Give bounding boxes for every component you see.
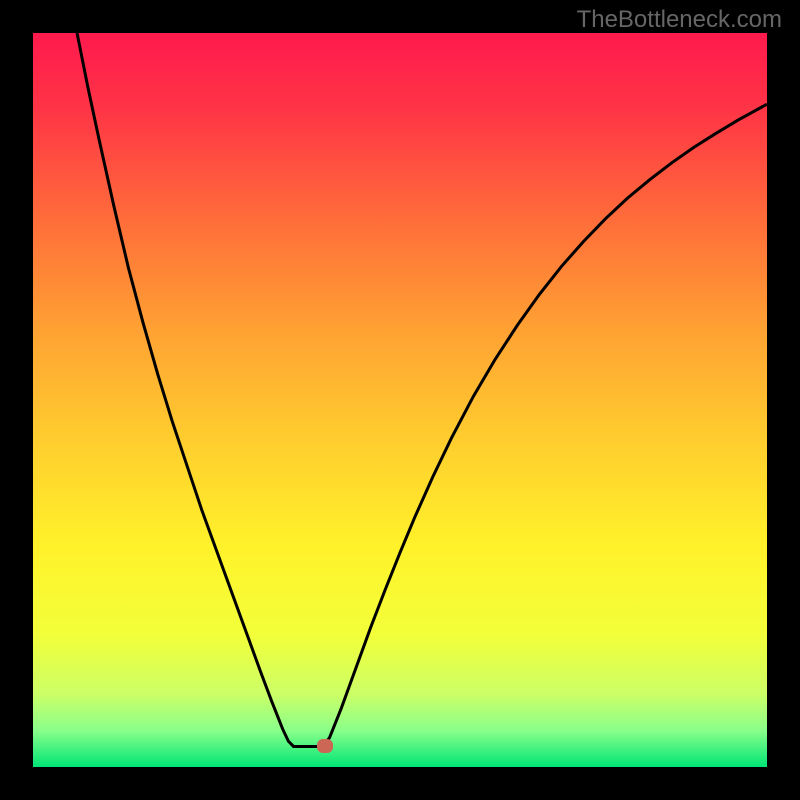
plot-area (30, 30, 770, 770)
minimum-marker-dot (317, 739, 333, 753)
watermark-text: TheBottleneck.com (577, 6, 782, 34)
bottleneck-curve (33, 33, 767, 767)
chart-frame: TheBottleneck.com (0, 0, 800, 800)
